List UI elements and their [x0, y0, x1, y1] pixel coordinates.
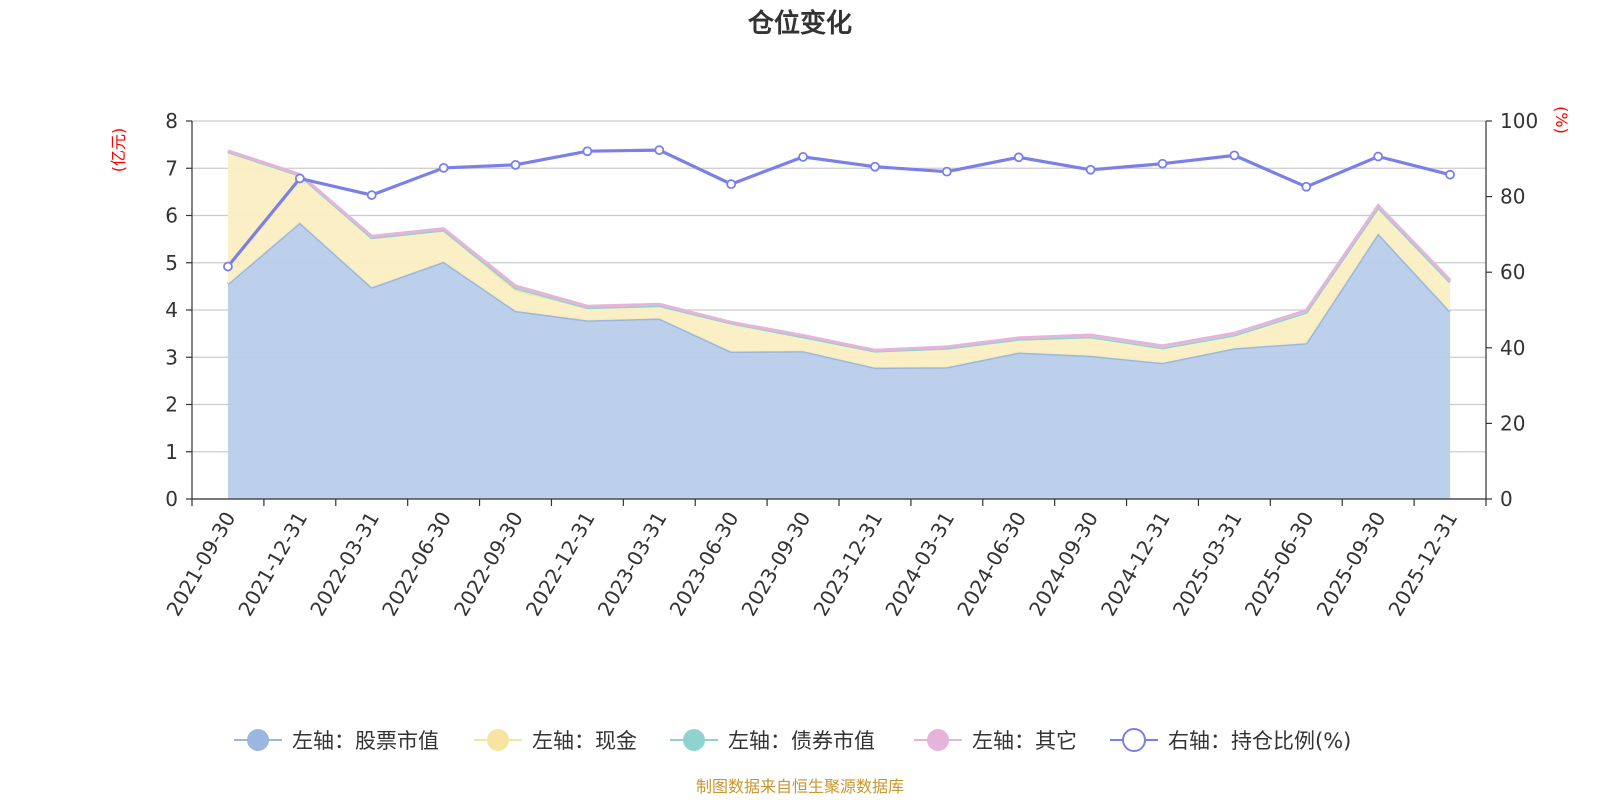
x-axis-tick-label: 2024-12-31	[1096, 508, 1175, 621]
line-point	[941, 166, 952, 177]
left-axis-tick-label: 6	[165, 204, 178, 228]
legend-marker-3	[927, 729, 949, 751]
legend-label-2: 左轴：债券市值	[728, 729, 875, 753]
line-point	[1373, 151, 1384, 162]
line-point	[1445, 169, 1455, 180]
line-point	[654, 145, 665, 156]
x-axis-tick-label: 2023-06-30	[665, 508, 744, 621]
x-axis-tick-label: 2025-09-30	[1312, 508, 1391, 621]
right-axis-tick-label: 0	[1500, 487, 1513, 511]
line-point	[726, 179, 737, 190]
left-axis-tick-label: 0	[165, 487, 178, 511]
line-point	[1157, 158, 1168, 169]
area-series	[226, 149, 1452, 499]
legend-marker-4	[1122, 728, 1146, 752]
x-axis-tick-label: 2025-03-31	[1168, 508, 1247, 621]
x-axis-tick-label: 2025-06-30	[1240, 508, 1319, 621]
left-axis-tick-label: 5	[165, 251, 178, 275]
left-axis-tick-label: 7	[165, 156, 178, 180]
left-axis-tick-label: 8	[165, 109, 178, 133]
right-axis-tick-label: 40	[1500, 336, 1525, 360]
line-point	[1229, 150, 1240, 161]
right-axis-tick-label: 100	[1500, 109, 1538, 133]
right-axis-tick-label: 60	[1500, 260, 1525, 284]
chart-title: 仓位变化	[747, 8, 852, 39]
line-point	[438, 162, 449, 173]
right-axis-unit: (%)	[1552, 106, 1571, 134]
x-axis-tick-label: 2022-06-30	[377, 507, 456, 620]
x-axis-tick-label: 2024-03-31	[880, 507, 959, 620]
line-point	[223, 261, 233, 272]
x-axis-tick-label: 2022-09-30	[449, 508, 528, 621]
x-axis-tick-label: 2023-09-30	[736, 508, 815, 621]
area-1	[227, 151, 1451, 368]
x-axis-tick-label: 2024-06-30	[952, 508, 1031, 621]
x-axis-tick-label: 2022-12-31	[521, 508, 600, 621]
legend-marker-2	[683, 729, 705, 751]
x-axis-tick-label: 2025-12-31	[1383, 508, 1462, 621]
data-source-note: 制图数据来自恒生聚源数据库	[696, 777, 904, 796]
right-axis-tick-label: 20	[1500, 411, 1525, 435]
x-axis-tick-label: 2022-03-31	[305, 508, 384, 621]
line-point	[1085, 164, 1096, 175]
legend-label-0: 左轴：股票市值	[292, 729, 439, 753]
left-axis-tick-label: 4	[165, 298, 178, 322]
left-axis-unit: (亿元)	[109, 128, 128, 173]
line-point	[798, 152, 808, 162]
line-point	[366, 190, 377, 200]
line-point	[582, 146, 593, 157]
x-axis-tick-label: 2023-03-31	[593, 508, 672, 621]
left-axis-tick-label: 1	[165, 440, 178, 464]
legend-marker-1	[487, 729, 509, 751]
line-point	[1013, 152, 1024, 163]
x-axis-tick-label: 2021-09-30	[161, 508, 240, 621]
line-series	[223, 145, 1455, 272]
x-axis-tick-label: 2023-12-31	[808, 508, 887, 621]
legend-label-4: 右轴：持仓比例(%)	[1168, 729, 1351, 753]
line-point	[510, 159, 521, 170]
legend-label-3: 左轴：其它	[972, 729, 1077, 753]
line-point	[294, 173, 305, 184]
right-axis-tick-label: 80	[1500, 185, 1525, 209]
legend-marker-0	[247, 729, 269, 751]
legend-label-1: 左轴：现金	[532, 729, 637, 753]
area-line-3	[227, 149, 1452, 352]
x-axis-tick-label: 2024-09-30	[1024, 508, 1103, 621]
x-axis-tick-label: 2021-12-31	[233, 508, 312, 621]
left-axis-tick-label: 3	[165, 345, 178, 369]
left-axis-tick-label: 2	[165, 393, 178, 417]
legend: 左轴：股票市值 左轴：现金 左轴：债券市值 左轴：其它 右轴：持仓比例(%)	[234, 728, 1351, 753]
line-4	[226, 148, 1451, 268]
line-point	[870, 161, 880, 172]
line-point	[1301, 181, 1312, 192]
